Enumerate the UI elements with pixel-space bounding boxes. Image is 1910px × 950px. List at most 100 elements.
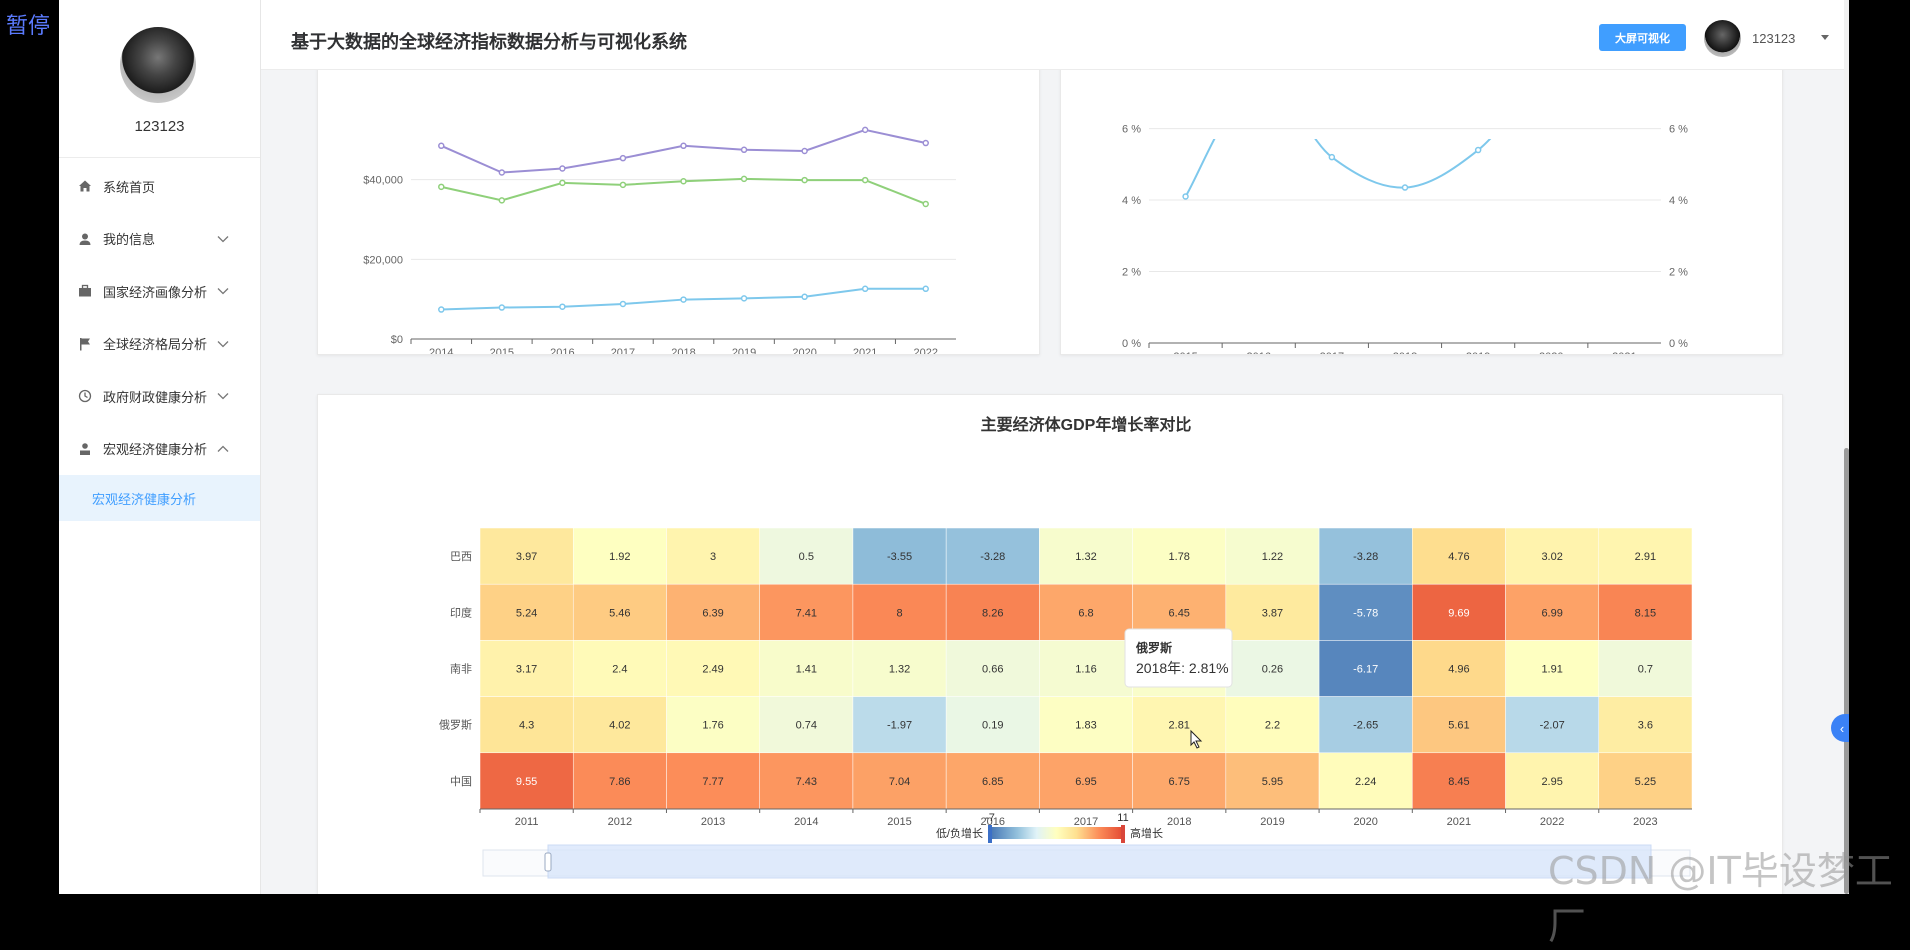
sidebar-item-my-info[interactable]: 我的信息 <box>59 213 260 266</box>
income-line-chart: $0 $20,000 $40,000 2014 2015 2016 2017 2018 2019… <box>363 126 959 399</box>
cell-value-label: 5.95 <box>1262 776 1283 788</box>
cell-value-label: 5.46 <box>609 607 630 619</box>
heatmap-cell <box>759 583 854 641</box>
heatmap-cell <box>1318 696 1413 754</box>
heatmap-cell <box>1598 527 1693 585</box>
cell-value-label: 8.15 <box>1635 607 1656 619</box>
x-tick-label: 2019 <box>1466 351 1490 354</box>
cell-value-label: 3.02 <box>1541 551 1562 563</box>
cell-value-label: 1.91 <box>1541 664 1562 676</box>
y-tick-label-right: 6 % <box>1669 124 1688 136</box>
cell-value-label: 2.2 <box>1265 720 1280 732</box>
cell-value-label: 3 <box>710 551 716 563</box>
data-point <box>619 154 627 162</box>
cell-value-label: 1.92 <box>609 551 630 563</box>
top-header: 基于大数据的全球经济指标数据分析与可视化系统 大屏可视化 123123 <box>261 0 1849 70</box>
heatmap-cell <box>572 696 667 754</box>
sidebar-item-macro-health[interactable]: 宏观经济健康分析 <box>59 423 260 476</box>
data-point <box>740 295 748 302</box>
heatmap-cell <box>479 696 574 754</box>
data-point <box>498 169 506 176</box>
cell-value-label: 2.95 <box>1541 776 1562 788</box>
sidebar-item-global-pattern[interactable]: 全球经济格局分析 <box>59 318 260 371</box>
y-tick-label: $40,000 <box>363 175 403 187</box>
heatmap-cell <box>945 752 1040 810</box>
y-tick-label: $0 <box>391 334 403 346</box>
chart-card-inflation: 0 % 0 % 2 % 2 % 4 % 4 % 6 % 6 % 2015 2016 2017 2018… <box>1060 59 1783 399</box>
heatmap-cell <box>852 752 947 810</box>
cell-value-label: -3.28 <box>980 551 1005 563</box>
series-line <box>440 128 926 174</box>
cell-value-label: 7.04 <box>889 776 910 788</box>
x-tick-label: 2016 <box>1246 351 1270 354</box>
visualmap-high-text: 高增长 <box>1130 826 1163 840</box>
sidebar-subitem-macro-health[interactable]: 宏观经济健康分析 <box>59 475 260 521</box>
heatmap-cell <box>479 640 574 697</box>
data-point <box>801 176 808 184</box>
sidebar-item-fiscal-health[interactable]: 政府财政健康分析 <box>59 370 260 423</box>
x-tick-label: 2020 <box>1353 816 1377 828</box>
x-tick-label: 2012 <box>608 816 632 828</box>
y-tick-label: $20,000 <box>363 254 403 266</box>
y-category-label: 中国 <box>450 775 472 788</box>
cell-value-label: 4.3 <box>519 720 534 732</box>
sidebar-item-home[interactable]: 系统首页 <box>59 160 260 213</box>
cell-value-label: -2.07 <box>1540 720 1565 732</box>
caret-down-icon[interactable] <box>1821 35 1829 40</box>
x-tick-label: 2021 <box>1612 351 1636 354</box>
data-point <box>740 146 748 154</box>
x-tick-label: 2017 <box>1074 816 1098 828</box>
data-point <box>740 175 748 183</box>
x-tick-label: 2018 <box>1393 351 1417 354</box>
tooltip: 俄罗斯 2018年: 2.81% <box>1124 628 1233 688</box>
sidebar-item-label: 宏观经济健康分析 <box>103 442 208 458</box>
cell-value-label: 3.87 <box>1262 607 1283 619</box>
cell-value-label: 1.41 <box>796 664 817 676</box>
sidebar-item-label: 政府财政健康分析 <box>103 389 208 405</box>
y-tick-label-right: 2 % <box>1669 267 1688 279</box>
data-point <box>922 200 929 208</box>
heatmap-cell <box>1412 527 1506 585</box>
heatmap-cell <box>945 527 1040 585</box>
heatmap-cell <box>1225 583 1320 641</box>
collapse-panel-icon[interactable]: ‹ <box>1831 714 1849 742</box>
cell-value-label: 6.95 <box>1075 776 1096 788</box>
heatmap-cell <box>1225 696 1320 754</box>
sidebar-item-label: 国家经济画像分析 <box>103 284 208 300</box>
avatar[interactable] <box>120 27 196 103</box>
data-point <box>680 142 687 150</box>
y-tick-label-right: 0 % <box>1669 338 1688 350</box>
data-point <box>1328 153 1336 161</box>
big-screen-button[interactable]: 大屏可视化 <box>1599 24 1686 51</box>
sidebar-item-country-profile[interactable]: 国家经济画像分析 <box>59 265 260 318</box>
cell-value-label: 0.19 <box>982 720 1003 732</box>
cell-value-label: 5.25 <box>1635 776 1656 788</box>
data-point <box>498 304 506 311</box>
datazoom-window <box>547 844 1652 879</box>
cell-value-label: 6.75 <box>1169 776 1190 788</box>
visualmap-handle-high <box>1121 825 1125 843</box>
heatmap-cell <box>666 696 760 754</box>
heatmap-cell <box>666 640 760 697</box>
divider <box>59 157 260 158</box>
data-point <box>1401 184 1409 191</box>
chevron-down-icon <box>217 340 229 347</box>
paused-label: 暂停 <box>6 14 51 39</box>
cell-value-label: 6.8 <box>1078 607 1093 619</box>
cell-value-label: 0.74 <box>796 720 817 732</box>
heatmap-cell <box>1598 640 1693 697</box>
sidebar-menu: 系统首页 我的信息 国家经济画像分析 全球经济格局分析 政府财政健康分析 <box>59 160 260 521</box>
app-window: 123123 系统首页 我的信息 国家经济画像分析 全球经济格局分析 <box>59 0 1849 894</box>
heatmap-cell <box>1225 640 1320 697</box>
header-username[interactable]: 123123 <box>1752 31 1796 46</box>
scrollbar-track[interactable] <box>1844 0 1849 894</box>
heatmap-cell <box>572 527 667 585</box>
heatmap-cell <box>852 527 947 585</box>
data-point <box>559 179 566 187</box>
cell-value-label: 7.41 <box>796 607 817 619</box>
x-tick-label: 2021 <box>1447 816 1471 828</box>
scrollbar-thumb[interactable] <box>1844 448 1849 894</box>
cell-value-label: -3.28 <box>1353 551 1378 563</box>
heatmap-cell <box>1505 527 1600 585</box>
avatar[interactable] <box>1704 20 1741 57</box>
